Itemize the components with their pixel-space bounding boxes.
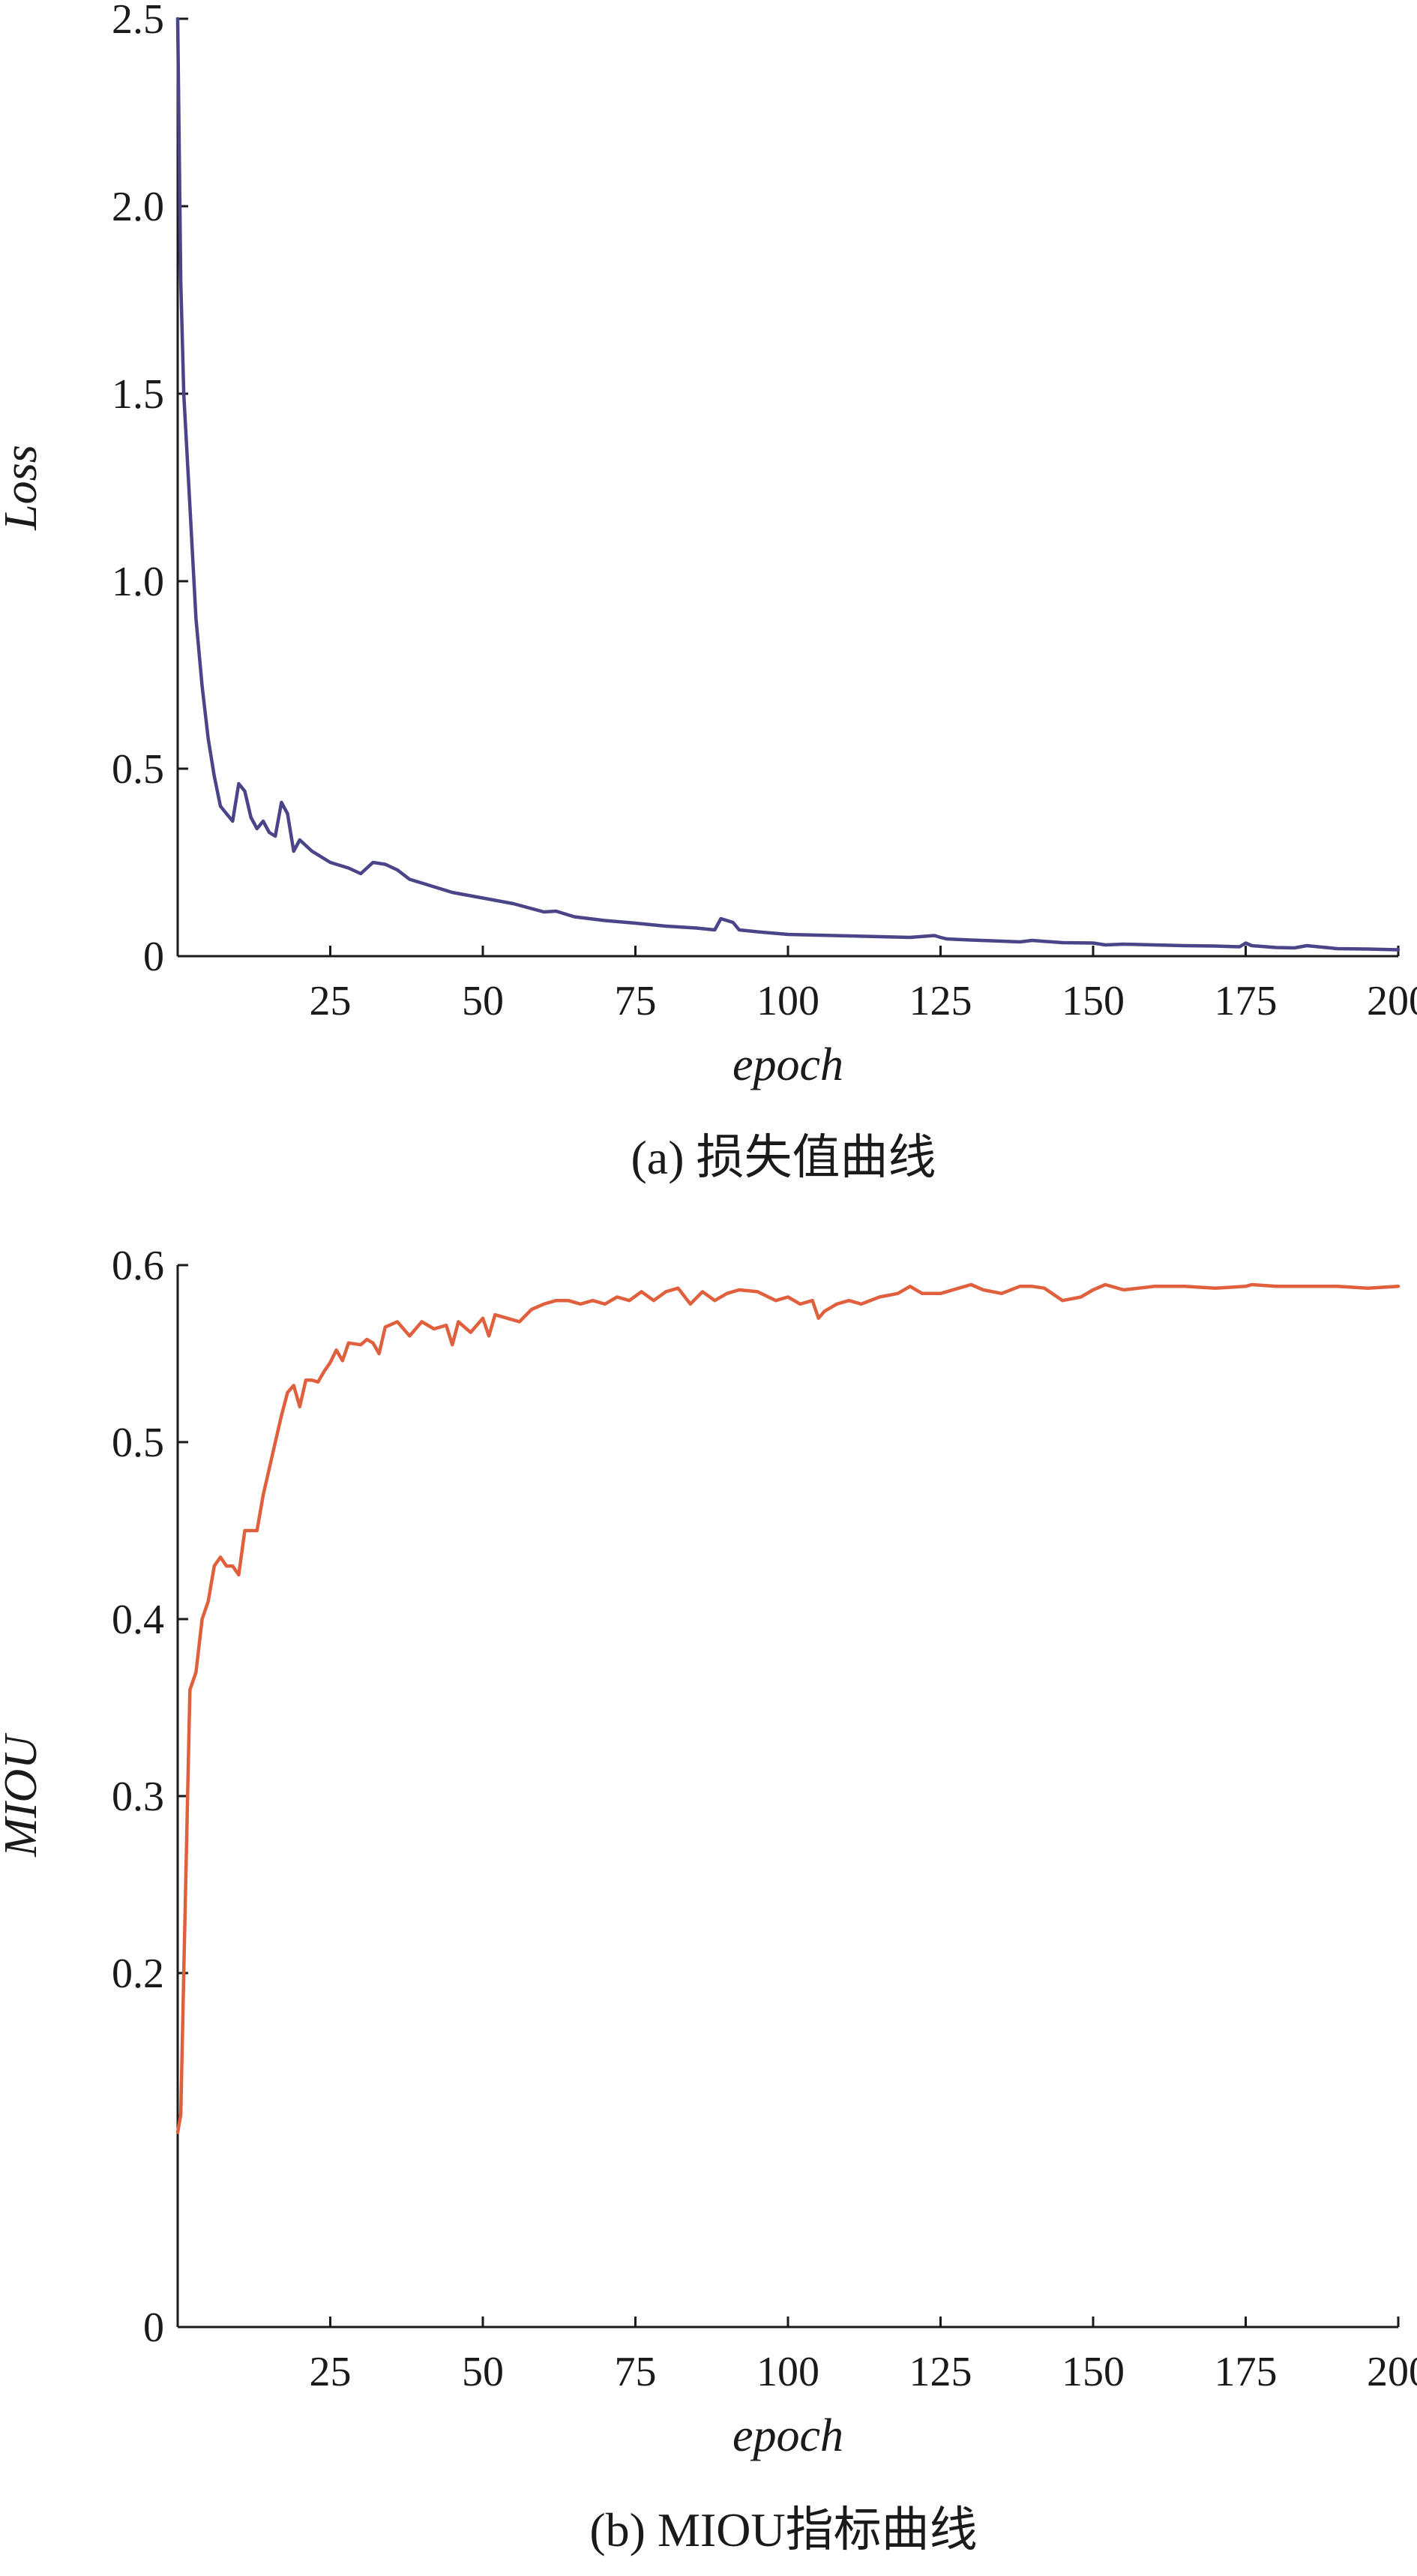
- loss-chart-panel: 0 0.5 1.0 1.5 2.0 2.5 25 50 75 100 125 150 175 200 epo…: [0, 0, 1417, 1184]
- loss-x-tick-label: 200: [1367, 978, 1417, 1024]
- loss-chart-caption: (a) 损失值曲线: [631, 1131, 936, 1184]
- miou-chart-caption: (b) MIOU指标曲线: [589, 2503, 977, 2557]
- loss-series-line: [175, 16, 1401, 952]
- loss-y-tick-label: 0: [143, 934, 164, 980]
- miou-y-tick-label: 0.6: [112, 1243, 164, 1289]
- miou-x-tick-label: 200: [1367, 2349, 1417, 2395]
- miou-y-tick-label: 0.2: [112, 1951, 164, 1997]
- loss-y-tick-label: 1.0: [112, 559, 164, 605]
- loss-x-tick-label: 75: [615, 978, 657, 1024]
- loss-x-tick-label: 25: [310, 978, 352, 1024]
- loss-x-tick-label: 175: [1215, 978, 1278, 1024]
- loss-x-tick-label: 100: [756, 978, 819, 1024]
- miou-x-tick-label: 100: [756, 2349, 819, 2395]
- loss-x-axis-title: epoch: [732, 1039, 843, 1090]
- loss-y-tick-label: 1.5: [112, 371, 164, 418]
- loss-x-tick-label: 50: [462, 978, 504, 1024]
- loss-y-tick-label: 2.5: [112, 0, 164, 43]
- miou-x-tick-label: 175: [1215, 2349, 1278, 2395]
- miou-series-line: [175, 1282, 1401, 2134]
- miou-chart-panel: 0 0.2 0.3 0.4 0.5 0.6 25 50 75 100 125 150 175 200 epo…: [0, 1243, 1417, 2557]
- loss-y-tick-label: 0.5: [112, 746, 164, 793]
- miou-y-tick-label: 0.5: [112, 1420, 164, 1466]
- miou-y-tick-label: 0.4: [112, 1597, 164, 1643]
- miou-x-tick-label: 50: [462, 2349, 504, 2395]
- miou-x-axis-title: epoch: [732, 2410, 843, 2461]
- loss-x-tick-label: 150: [1062, 978, 1125, 1024]
- miou-y-tick-label: 0.3: [112, 1774, 164, 1820]
- miou-y-tick-label: 0: [143, 2305, 164, 2351]
- loss-y-tick-label: 2.0: [112, 184, 164, 230]
- miou-x-tick-label: 25: [310, 2349, 352, 2395]
- loss-y-axis-title: Loss: [0, 445, 46, 531]
- miou-x-tick-label: 125: [909, 2349, 972, 2395]
- loss-x-tick-label: 125: [909, 978, 972, 1024]
- miou-x-tick-label: 75: [615, 2349, 657, 2395]
- miou-x-tick-label: 150: [1062, 2349, 1125, 2395]
- miou-y-axis-title: MIOU: [0, 1732, 46, 1858]
